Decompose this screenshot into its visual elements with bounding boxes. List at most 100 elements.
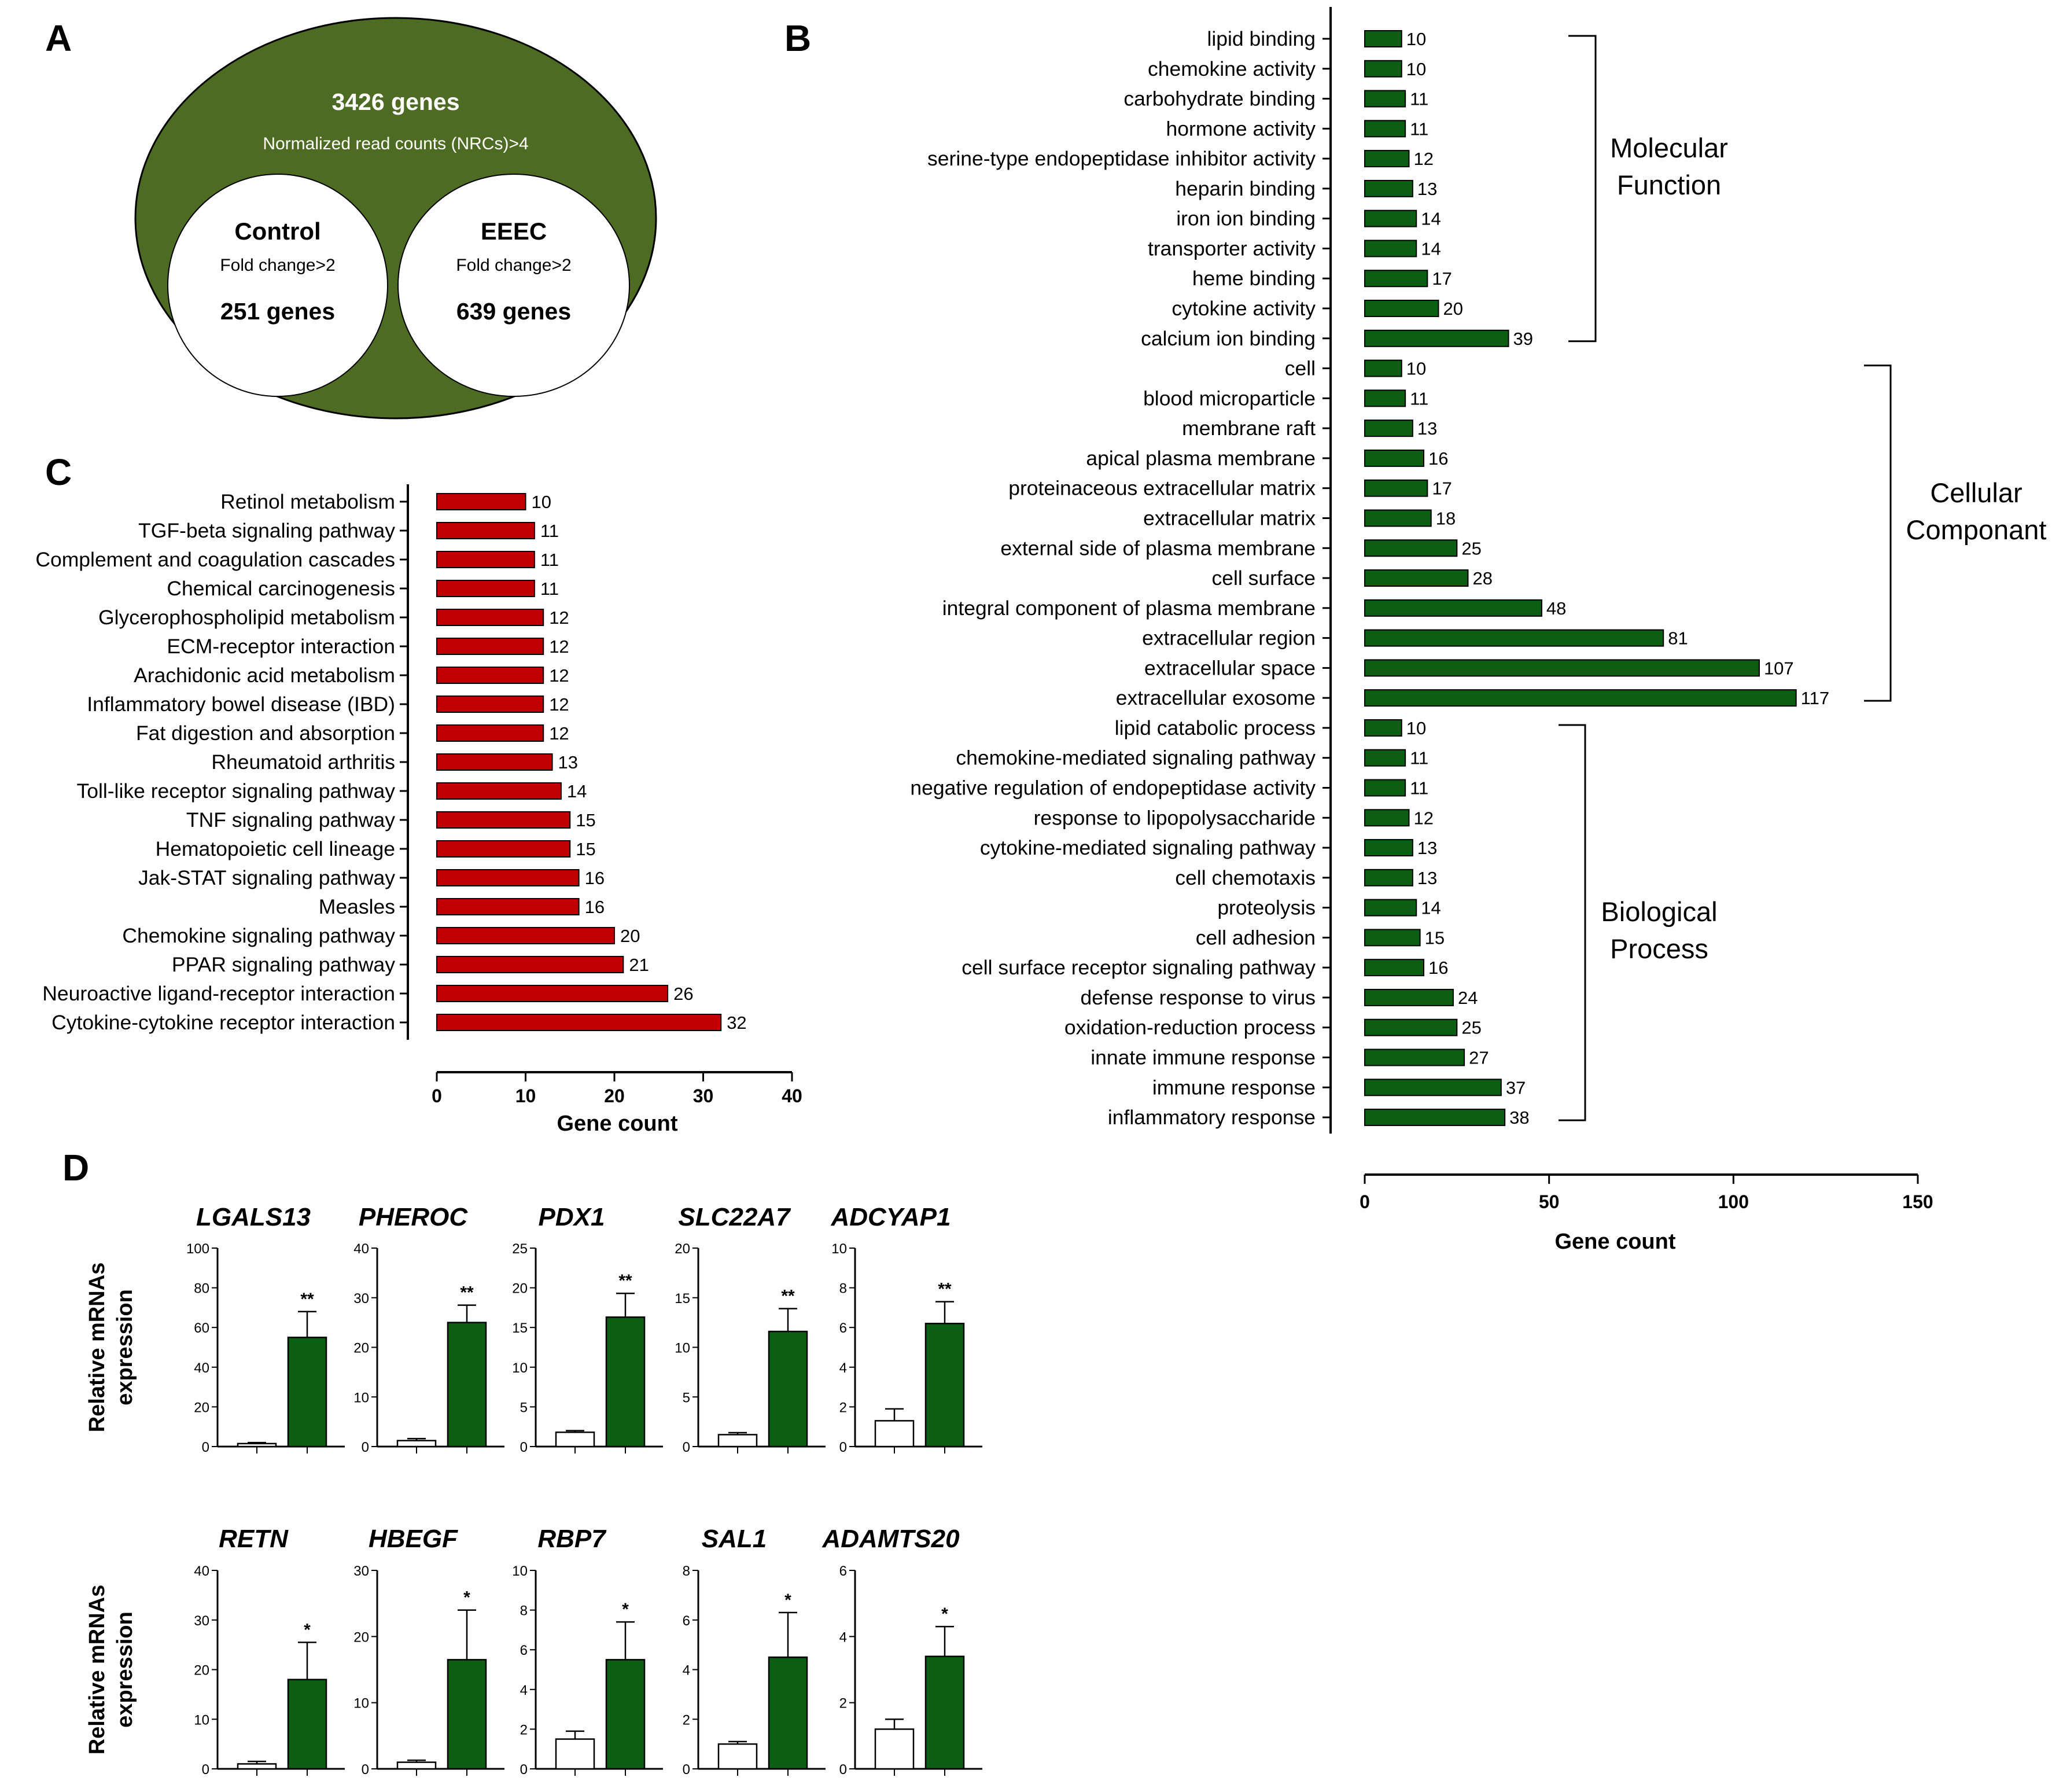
chart-b-value-cell-chemotaxis: 13 — [1417, 868, 1437, 888]
chart-c-value-fat-digestion-and-absorption: 12 — [549, 723, 569, 744]
chart-c-bar-ecm-receptor-interaction — [436, 638, 544, 655]
chart-b-bar-transporter-activity — [1364, 240, 1417, 257]
chart-c-label-tgf-beta-signaling-pathway: TGF-beta signaling pathway — [138, 519, 395, 542]
chart-b-value-heme-binding: 17 — [1432, 268, 1452, 289]
chart-b-label-transporter-activity: transporter activity — [1148, 237, 1316, 260]
chart-d-ytick-label-rbp7-8: 8 — [520, 1603, 528, 1619]
chart-b-bar-heme-binding — [1364, 270, 1428, 288]
chart-c-xtick-label-10: 10 — [515, 1085, 536, 1106]
chart-b-bracket-cellular-componant — [1864, 365, 1892, 702]
chart-c-value-tgf-beta-signaling-pathway: 11 — [540, 521, 559, 541]
chart-d-y-title-row0-line1: Relative mRNAs — [85, 1263, 109, 1433]
chart-b-bar-lipid-catabolic-process — [1364, 719, 1402, 737]
chart-b-group-label-cellular-componant-1: Componant — [1906, 514, 2047, 545]
chart-b-bar-iron-ion-binding — [1364, 209, 1417, 227]
chart-c-label-jak-stat-signaling-pathway: Jak-STAT signaling pathway — [138, 866, 395, 889]
chart-b-value-transporter-activity: 14 — [1421, 238, 1441, 259]
chart-d-title-lgals13: LGALS13 — [196, 1203, 311, 1231]
chart-c-xtick-label-0: 0 — [432, 1085, 442, 1106]
chart-c-value-chemical-carcinogenesis: 11 — [540, 579, 559, 599]
chart-b-label-calcium-ion-binding: calcium ion binding — [1141, 327, 1316, 350]
chart-b-value-immune-response: 37 — [1506, 1077, 1526, 1098]
chart-d-bar-adcyap1-green — [924, 1323, 965, 1448]
chart-b-value-integral-component-of-plasma-membrane: 48 — [1546, 598, 1566, 619]
chart-d-ytick-label-slc22a7-5: 5 — [683, 1390, 690, 1405]
chart-b-label-innate-immune-response: innate immune response — [1091, 1046, 1316, 1069]
chart-c-value-measles: 16 — [585, 897, 605, 917]
chart-d-ytick-label-hbegf-30: 30 — [353, 1563, 369, 1579]
chart-c-value-glycerophospholipid-metabolism: 12 — [549, 608, 569, 628]
chart-d-bar-slc22a7-white — [717, 1434, 758, 1448]
chart-b-label-cytokine-mediated-signaling-pathway: cytokine-mediated signaling pathway — [980, 836, 1316, 859]
chart-c-label-complement-and-coagulation-cascades: Complement and coagulation cascades — [35, 548, 395, 571]
chart-b-bar-proteolysis — [1364, 899, 1417, 917]
chart-d-ytick-label-rbp7-10: 10 — [512, 1563, 528, 1579]
chart-b-bar-immune-response — [1364, 1079, 1502, 1096]
chart-b-label-cell-surface-receptor-signaling-pathway: cell surface receptor signaling pathway — [961, 956, 1316, 979]
chart-b-group-label-biological-process-1: Process — [1610, 933, 1708, 964]
chart-b-label-carbohydrate-binding: carbohydrate binding — [1123, 87, 1316, 111]
chart-b-bracket-biological-process — [1559, 724, 1586, 1121]
chart-b-bar-extracellular-region — [1364, 629, 1664, 647]
chart-c-label-glycerophospholipid-metabolism: Glycerophospholipid metabolism — [98, 606, 395, 629]
chart-c-value-arachidonic-acid-metabolism: 12 — [549, 665, 569, 686]
chart-d-ytick-label-pheroc-20: 20 — [353, 1341, 369, 1356]
chart-b-bar-calcium-ion-binding — [1364, 329, 1509, 347]
chart-c-bar-jak-stat-signaling-pathway — [436, 869, 580, 886]
chart-d-ytick-label-slc22a7-15: 15 — [675, 1291, 690, 1307]
chart-b-value-extracellular-matrix: 18 — [1436, 508, 1456, 528]
chart-c-value-ppar-signaling-pathway: 21 — [629, 955, 649, 975]
chart-d-sig-adcyap1: ** — [938, 1280, 952, 1299]
panel-letter-c: C — [45, 451, 72, 493]
chart-d-sig-rbp7: * — [622, 1600, 629, 1619]
chart-b-bar-serine-type-endopeptidase-inhibitor-activity — [1364, 150, 1410, 168]
chart-b-label-cell: cell — [1285, 357, 1316, 380]
chart-d-ytick-label-pdx1-5: 5 — [520, 1400, 528, 1415]
chart-d-ytick-label-hbegf-10: 10 — [353, 1696, 369, 1712]
chart-c-label-chemical-carcinogenesis: Chemical carcinogenesis — [167, 577, 395, 600]
chart-b-xtick-label-100: 100 — [1718, 1191, 1749, 1212]
chart-b-value-hormone-activity: 11 — [1410, 119, 1428, 139]
chart-b-bar-carbohydrate-binding — [1364, 90, 1406, 108]
chart-b-bar-heparin-binding — [1364, 179, 1413, 197]
chart-c-value-retinol-metabolism: 10 — [532, 492, 551, 512]
chart-b-value-oxidation-reduction-process: 25 — [1461, 1018, 1481, 1038]
chart-b-value-membrane-raft: 13 — [1417, 418, 1437, 439]
chart-d-title-sal1: SAL1 — [702, 1525, 767, 1553]
chart-d-ytick-label-sal1-0: 0 — [683, 1762, 690, 1778]
chart-d-y-title-row0-line2: expression — [113, 1289, 137, 1405]
chart-b-label-extracellular-space: extracellular space — [1144, 656, 1316, 679]
chart-d-ytick-label-pdx1-15: 15 — [512, 1320, 528, 1336]
chart-b-value-chemokine-activity: 10 — [1406, 59, 1426, 79]
chart-d-ytick-label-rbp7-4: 4 — [520, 1683, 528, 1698]
chart-d-ytick-label-lgals13-40: 40 — [194, 1360, 209, 1376]
chart-d-ytick-label-rbp7-0: 0 — [520, 1762, 528, 1778]
chart-b-value-cell-surface-receptor-signaling-pathway: 16 — [1428, 958, 1448, 978]
venn-left-circle — [167, 174, 388, 397]
chart-d-ytick-label-adcyap1-4: 4 — [839, 1360, 847, 1376]
chart-d-bar-pheroc-green — [447, 1322, 487, 1448]
chart-d-bar-adcyap1-white — [874, 1420, 915, 1448]
chart-c-label-ppar-signaling-pathway: PPAR signaling pathway — [172, 953, 395, 976]
chart-b-bar-chemokine-mediated-signaling-pathway — [1364, 749, 1406, 767]
chart-b-bar-cytokine-activity — [1364, 300, 1439, 318]
chart-c-label-retinol-metabolism: Retinol metabolism — [220, 490, 395, 513]
chart-d-sig-pdx1: ** — [618, 1271, 632, 1290]
chart-d-ytick-label-pheroc-40: 40 — [353, 1241, 369, 1257]
chart-d-title-slc22a7: SLC22A7 — [678, 1203, 791, 1231]
chart-c-bar-fat-digestion-and-absorption — [436, 724, 544, 742]
chart-c-bar-tnf-signaling-pathway — [436, 811, 571, 829]
chart-b-value-extracellular-exosome: 117 — [1801, 688, 1829, 708]
chart-c-label-tnf-signaling-pathway: TNF signaling pathway — [186, 808, 395, 831]
chart-d-bar-rbp7-white — [555, 1738, 595, 1770]
chart-c-bar-chemokine-signaling-pathway — [436, 927, 615, 944]
chart-b-value-lipid-binding: 10 — [1406, 29, 1426, 49]
venn-right-circle — [397, 174, 630, 397]
chart-c-value-rheumatoid-arthritis: 13 — [558, 752, 578, 772]
venn-outer-subtitle: Normalized read counts (NRCs)>4 — [263, 134, 528, 153]
chart-b-bar-cell-chemotaxis — [1364, 869, 1413, 886]
venn-left-subtitle: Fold change>2 — [220, 256, 335, 275]
chart-d-ytick-label-lgals13-100: 100 — [186, 1241, 209, 1257]
chart-b-bar-cell — [1364, 359, 1402, 377]
chart-d-title-pheroc: PHEROC — [359, 1203, 468, 1231]
